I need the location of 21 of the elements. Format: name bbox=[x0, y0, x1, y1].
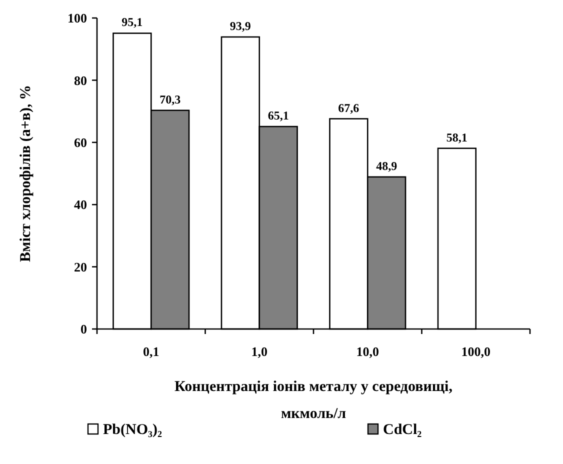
y-tick-label: 80 bbox=[74, 72, 87, 88]
y-tick-label: 0 bbox=[80, 322, 87, 337]
data-label: 93,9 bbox=[230, 18, 251, 33]
y-tick-label: 100 bbox=[68, 10, 87, 26]
data-label: 70,3 bbox=[160, 92, 181, 106]
x-tick-label: 10,0 bbox=[356, 344, 379, 359]
x-axis-title: Концентрація іонів металу у середовищі, мкмоль/л bbox=[174, 379, 453, 422]
data-label: 95,1 bbox=[122, 15, 143, 30]
x-tick-label: 1,0 bbox=[251, 344, 268, 359]
legend-label: CdCl₂ bbox=[383, 422, 422, 438]
y-tick-label: 60 bbox=[74, 134, 87, 150]
data-label: 67,6 bbox=[338, 100, 360, 115]
data-label: 65,1 bbox=[268, 108, 289, 123]
legend-label: Pb(NO₃)₂ bbox=[103, 422, 162, 438]
y-axis-title: Вміст хлорофілів (а+в), % bbox=[18, 84, 34, 262]
x-tick-label: 0,1 bbox=[143, 344, 160, 359]
y-tick-label: 40 bbox=[74, 197, 87, 212]
y-tick-label: 20 bbox=[74, 259, 87, 274]
x-tick-label: 100,0 bbox=[461, 344, 490, 359]
data-label: 58,1 bbox=[446, 130, 468, 144]
data-label: 48,9 bbox=[376, 158, 398, 173]
